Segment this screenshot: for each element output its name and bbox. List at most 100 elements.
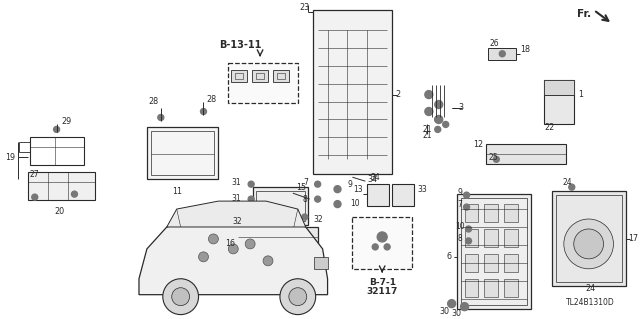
Polygon shape	[313, 10, 392, 174]
Bar	[456, 194, 531, 308]
Bar	[252, 70, 268, 82]
Text: 13: 13	[354, 185, 364, 194]
Circle shape	[248, 196, 254, 202]
Circle shape	[465, 226, 472, 232]
Circle shape	[384, 244, 390, 250]
Text: 31: 31	[232, 178, 241, 187]
Text: 21: 21	[422, 125, 431, 134]
Text: 28: 28	[148, 97, 159, 106]
Text: 27: 27	[30, 170, 40, 179]
Text: B-7-1: B-7-1	[369, 278, 396, 287]
Circle shape	[573, 229, 604, 259]
Text: 18: 18	[520, 45, 530, 54]
Circle shape	[315, 196, 321, 202]
Circle shape	[334, 201, 341, 208]
Circle shape	[448, 300, 456, 308]
Bar	[504, 279, 518, 297]
Text: 9: 9	[348, 180, 352, 189]
Bar	[504, 204, 518, 222]
Text: 30: 30	[440, 307, 450, 316]
Text: 6: 6	[447, 252, 452, 261]
Text: 8: 8	[457, 234, 462, 243]
Bar	[253, 187, 308, 225]
Text: 33: 33	[417, 185, 427, 194]
Circle shape	[463, 204, 470, 210]
Text: 7: 7	[457, 200, 462, 209]
Bar	[19, 142, 30, 152]
Text: 32117: 32117	[367, 287, 398, 296]
Circle shape	[465, 238, 472, 244]
Text: 25: 25	[488, 153, 498, 162]
Text: 11: 11	[172, 187, 182, 196]
Circle shape	[198, 252, 209, 262]
Bar	[544, 80, 573, 124]
Text: 24: 24	[563, 178, 573, 187]
Text: 20: 20	[54, 207, 65, 216]
Bar	[486, 145, 566, 164]
Text: 16: 16	[225, 239, 236, 249]
Bar	[544, 80, 573, 94]
Bar	[484, 254, 499, 272]
Text: 12: 12	[474, 140, 483, 149]
Bar	[504, 254, 518, 272]
Bar	[465, 254, 479, 272]
Circle shape	[209, 234, 218, 244]
Text: B-13-11: B-13-11	[219, 40, 261, 50]
Polygon shape	[167, 201, 306, 227]
Text: 19: 19	[5, 153, 15, 162]
Bar	[231, 70, 247, 82]
Text: 21: 21	[422, 131, 431, 140]
Text: 17: 17	[628, 234, 639, 243]
Circle shape	[54, 126, 60, 132]
Circle shape	[172, 288, 189, 306]
Circle shape	[435, 116, 441, 122]
Text: 24: 24	[586, 284, 596, 293]
Bar	[556, 195, 622, 282]
Bar	[277, 73, 285, 79]
Circle shape	[564, 219, 614, 269]
Text: 29: 29	[61, 117, 72, 126]
Circle shape	[250, 216, 256, 222]
Text: 15: 15	[296, 183, 306, 192]
Text: 22: 22	[545, 123, 555, 132]
Circle shape	[163, 279, 198, 315]
Text: 10: 10	[455, 222, 465, 232]
Bar	[256, 73, 264, 79]
Bar	[488, 48, 516, 60]
Bar	[236, 73, 243, 79]
Bar	[465, 279, 479, 297]
Circle shape	[569, 184, 575, 190]
Circle shape	[372, 244, 378, 250]
Circle shape	[280, 279, 316, 315]
Bar	[314, 257, 328, 269]
Circle shape	[32, 194, 38, 200]
Text: 23: 23	[300, 4, 310, 12]
Text: 32: 32	[314, 214, 323, 224]
Text: 2: 2	[395, 90, 400, 99]
Text: 28: 28	[207, 95, 216, 104]
Circle shape	[245, 239, 255, 249]
Circle shape	[493, 156, 499, 162]
Circle shape	[463, 192, 470, 198]
Bar	[28, 172, 95, 200]
Text: 31: 31	[232, 194, 241, 203]
Circle shape	[248, 181, 254, 187]
Circle shape	[302, 214, 308, 220]
Text: 9: 9	[457, 188, 462, 197]
Bar	[465, 204, 479, 222]
Circle shape	[315, 181, 321, 187]
Circle shape	[289, 288, 307, 306]
Circle shape	[443, 122, 449, 127]
Bar	[228, 63, 298, 102]
Bar	[465, 229, 479, 247]
Text: 1: 1	[578, 90, 583, 99]
Circle shape	[334, 186, 341, 193]
Bar	[238, 227, 317, 257]
Text: 26: 26	[490, 39, 499, 48]
Circle shape	[72, 191, 77, 197]
Circle shape	[499, 51, 505, 57]
Circle shape	[228, 244, 238, 254]
Text: 7: 7	[303, 178, 308, 187]
Circle shape	[263, 256, 273, 266]
Bar	[461, 198, 527, 305]
